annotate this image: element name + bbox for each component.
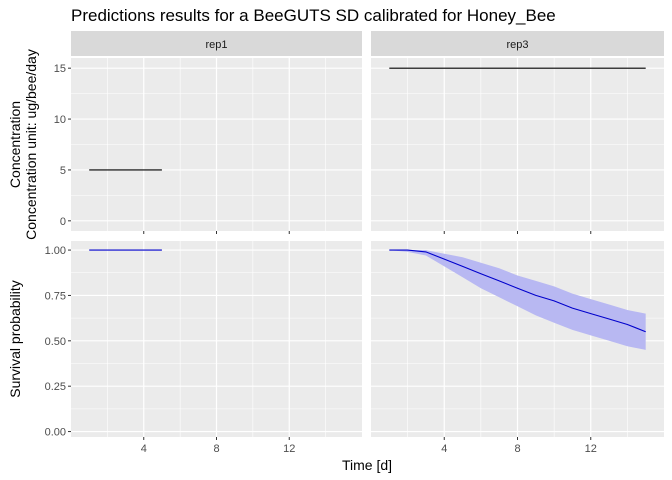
y-axis-title-line: Concentration xyxy=(7,101,23,188)
y-tick-label: 1.00 xyxy=(45,245,66,257)
panel-survival-rep3: 4 8 12 xyxy=(371,241,664,455)
panel-concentration-rep1 xyxy=(71,58,362,234)
y-tick-label: 5 xyxy=(60,165,66,177)
x-axis-title: Time [d] xyxy=(342,457,392,473)
strip-label-rep3: rep3 xyxy=(506,39,528,51)
y-tick-label: 0.00 xyxy=(45,427,66,439)
y-axis-title-concentration: ConcentrationConcentration unit: ug/bee/… xyxy=(7,49,39,240)
chart-title: Predictions results for a BeeGUTS SD cal… xyxy=(71,6,556,25)
panel-concentration-rep3 xyxy=(371,58,664,234)
y-tick-label: 0.25 xyxy=(45,381,66,393)
x-tick-label: 4 xyxy=(141,443,147,455)
y-tick-label: 0.75 xyxy=(45,290,66,302)
x-tick-label: 4 xyxy=(441,443,447,455)
y-tick-label: 15 xyxy=(54,63,66,75)
y-axis-title-line: Survival probability xyxy=(7,280,23,398)
plot-layer: rep1 rep3 0 5 10 15 ConcentrationConcentration… xyxy=(7,31,664,455)
y-tick-label: 10 xyxy=(54,114,66,126)
strip-label-rep1: rep1 xyxy=(205,39,227,51)
strip-rep3 xyxy=(371,31,664,56)
x-tick-label: 12 xyxy=(283,443,295,455)
x-tick-label: 12 xyxy=(585,443,597,455)
strip-rep1 xyxy=(71,31,362,56)
credible-interval-ribbon xyxy=(389,250,646,350)
y-axis-title-line: Concentration unit: ug/bee/day xyxy=(23,49,39,240)
survival-median-line xyxy=(389,249,646,333)
y-tick-label: 0 xyxy=(60,216,66,228)
y-axis-title-survival: Survival probability xyxy=(7,280,23,398)
panel-survival-rep1: 4 8 12 xyxy=(71,241,362,455)
x-tick-label: 8 xyxy=(514,443,520,455)
y-tick-label: 0.50 xyxy=(45,336,66,348)
x-tick-label: 8 xyxy=(213,443,219,455)
